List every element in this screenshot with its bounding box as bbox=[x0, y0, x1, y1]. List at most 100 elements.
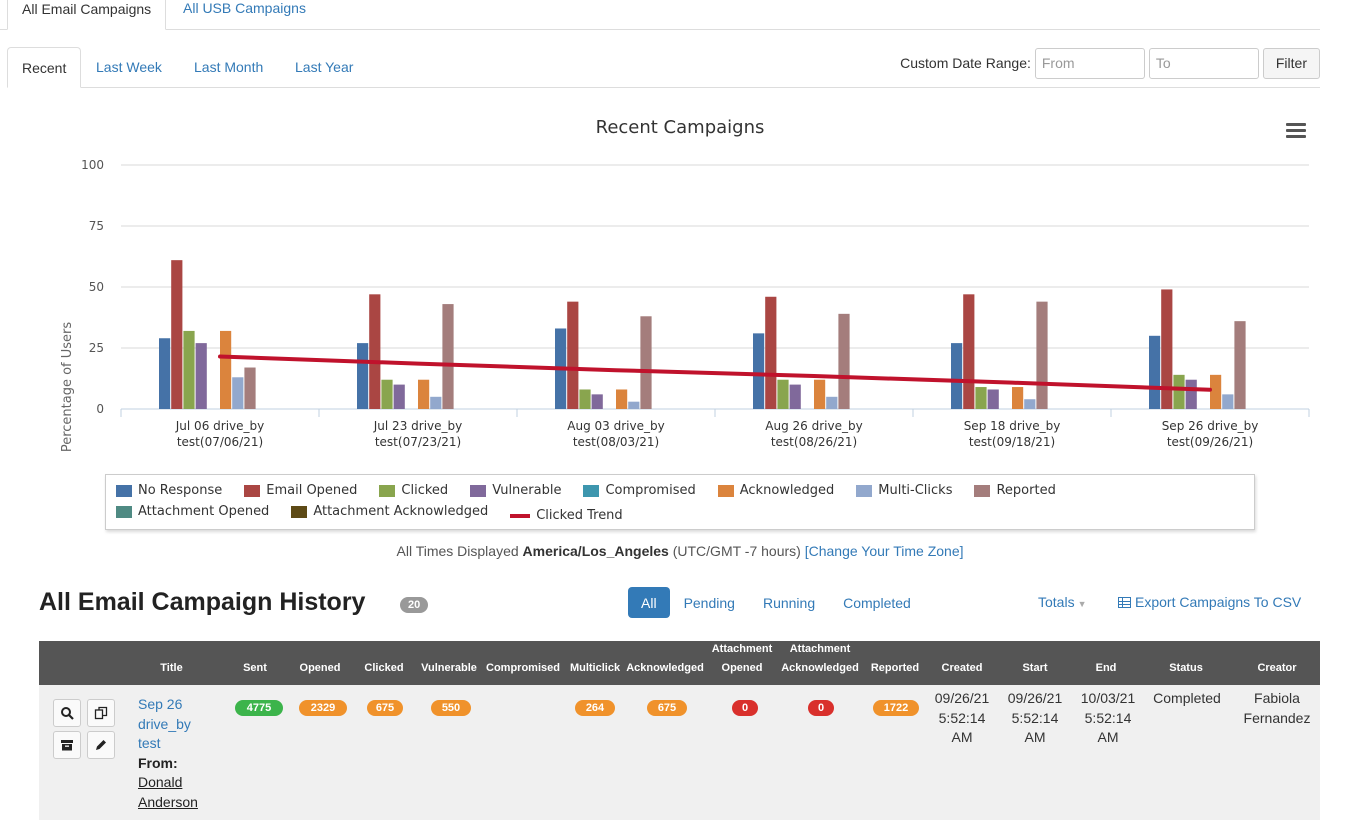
col-reported: Reported bbox=[870, 662, 920, 674]
legend-item[interactable]: Vulnerable bbox=[470, 480, 561, 501]
bar bbox=[357, 343, 369, 409]
col-attachment-ack-line1: Attachment bbox=[789, 643, 851, 655]
legend-label: Clicked bbox=[401, 483, 449, 498]
legend-swatch bbox=[291, 505, 308, 518]
copy-button[interactable] bbox=[87, 699, 115, 727]
legend-item[interactable]: Reported bbox=[974, 480, 1056, 501]
tab-last-year[interactable]: Last Year bbox=[295, 59, 354, 75]
bar bbox=[220, 330, 232, 409]
export-label: Export Campaigns To CSV bbox=[1135, 594, 1302, 610]
acknowledged-badge: 675 bbox=[647, 700, 687, 716]
creator-cell: Fabiola Fernandez bbox=[1237, 689, 1317, 728]
legend-item[interactable]: Acknowledged bbox=[717, 480, 834, 501]
bar bbox=[171, 260, 183, 409]
view-button[interactable] bbox=[53, 699, 81, 727]
sent-badge: 4775 bbox=[235, 700, 283, 716]
legend-item[interactable]: Compromised bbox=[583, 480, 696, 501]
creator-last-name: Fernandez bbox=[1243, 709, 1311, 726]
legend-item[interactable]: Multi-Clicks bbox=[856, 480, 952, 501]
filter-pending-button[interactable]: Pending bbox=[683, 594, 735, 611]
vulnerable-badge: 550 bbox=[431, 700, 471, 716]
legend-label: Attachment Acknowledged bbox=[313, 504, 489, 519]
change-timezone-link[interactable]: [Change Your Time Zone] bbox=[804, 543, 964, 559]
campaign-title-link[interactable]: Sep 26 drive_by test bbox=[138, 695, 218, 754]
archive-icon bbox=[61, 740, 73, 751]
archive-button[interactable] bbox=[53, 731, 81, 759]
reported-badge: 1722 bbox=[873, 700, 919, 716]
legend-label: Reported bbox=[996, 483, 1056, 498]
bar bbox=[393, 384, 405, 409]
filter-completed-button[interactable]: Completed bbox=[843, 594, 911, 611]
col-vulnerable: Vulnerable bbox=[421, 662, 477, 674]
filter-button[interactable]: Filter bbox=[1262, 47, 1320, 79]
table-row: Sep 26 drive_by test From: Donald Anders… bbox=[39, 685, 1320, 820]
date-from-input[interactable] bbox=[1034, 47, 1145, 79]
y-axis-title: Percentage of Users bbox=[60, 322, 75, 453]
col-opened: Opened bbox=[299, 662, 341, 674]
legend-swatch bbox=[856, 484, 873, 497]
start-ampm: AM bbox=[1024, 729, 1046, 745]
recent-campaigns-chart: Recent Campaigns Percentage of Users 0 25… bbox=[0, 100, 1360, 540]
filter-all-button[interactable]: All bbox=[628, 587, 670, 618]
tab-all-usb-campaigns[interactable]: All USB Campaigns bbox=[183, 0, 306, 16]
multiclick-badge: 264 bbox=[575, 700, 615, 716]
legend-swatch bbox=[717, 484, 734, 497]
legend-item[interactable]: Attachment Opened bbox=[116, 501, 269, 522]
tab-last-week[interactable]: Last Week bbox=[96, 59, 162, 75]
legend-item[interactable]: No Response bbox=[116, 480, 222, 501]
tab-last-month[interactable]: Last Month bbox=[194, 59, 264, 75]
start-time: 5:52:14 bbox=[1011, 709, 1059, 726]
created-date: 09/26/21 bbox=[934, 690, 990, 706]
col-start: Start bbox=[1022, 662, 1048, 674]
tab-all-email-campaigns[interactable]: All Email Campaigns bbox=[7, 0, 167, 30]
created-cell: 09/26/21 5:52:14 AM bbox=[932, 689, 992, 748]
sender-name-link[interactable]: Donald Anderson bbox=[138, 773, 218, 812]
legend-swatch bbox=[583, 484, 600, 497]
created-ampm: AM bbox=[951, 729, 973, 745]
bar bbox=[789, 384, 801, 409]
end-time: 5:52:14 bbox=[1084, 709, 1132, 726]
x-tick-label: test(07/23/21) bbox=[375, 435, 461, 449]
bar bbox=[579, 389, 591, 409]
bar bbox=[430, 396, 442, 409]
legend-label: Compromised bbox=[605, 483, 696, 498]
legend-item[interactable]: Attachment Acknowledged bbox=[291, 501, 488, 522]
start-date: 09/26/21 bbox=[1007, 690, 1063, 706]
date-to-input[interactable] bbox=[1148, 47, 1259, 79]
x-tick-label: Jul 23 drive_by bbox=[373, 419, 462, 433]
bar bbox=[753, 333, 765, 409]
legend-swatch bbox=[116, 484, 132, 497]
col-attachment-acknowledged: Attachment Acknowledged bbox=[779, 640, 861, 678]
chart-menu-icon[interactable] bbox=[1286, 123, 1306, 139]
bar bbox=[987, 389, 999, 409]
legend-item[interactable]: Email Opened bbox=[244, 480, 357, 501]
legend-item[interactable]: Clicked Trend bbox=[510, 505, 623, 526]
bar bbox=[591, 394, 603, 409]
export-csv-link[interactable]: Export Campaigns To CSV bbox=[1118, 594, 1301, 610]
x-tick-label: Sep 26 drive_by bbox=[1162, 419, 1259, 433]
timezone-offset: (UTC/GMT -7 hours) bbox=[672, 543, 801, 559]
custom-date-range: Custom Date Range: Filter bbox=[900, 47, 1320, 79]
legend-label: Attachment Opened bbox=[138, 504, 270, 519]
campaign-title-line: test bbox=[138, 735, 161, 751]
campaign-title-line: Sep 26 bbox=[138, 696, 183, 712]
chart-canvas: Recent Campaigns Percentage of Users 0 25… bbox=[60, 117, 1310, 453]
history-title: All Email Campaign History bbox=[39, 588, 366, 616]
bar bbox=[1222, 394, 1234, 409]
y-tick-label: 100 bbox=[81, 158, 104, 172]
bar bbox=[381, 379, 393, 409]
col-end: End bbox=[1095, 662, 1117, 674]
campaign-title-line: drive_by bbox=[138, 715, 191, 732]
tab-recent[interactable]: Recent bbox=[7, 47, 82, 88]
legend-label: Email Opened bbox=[266, 483, 358, 498]
edit-button[interactable] bbox=[87, 731, 115, 759]
col-attachment-ack-line2: Acknowledged bbox=[781, 662, 859, 674]
legend-label: Vulnerable bbox=[492, 483, 562, 498]
bar bbox=[195, 343, 207, 409]
bar bbox=[1012, 387, 1024, 409]
x-tick-label: test(09/18/21) bbox=[969, 435, 1055, 449]
legend-item[interactable]: Clicked bbox=[379, 480, 448, 501]
bar bbox=[1024, 399, 1036, 409]
filter-running-button[interactable]: Running bbox=[762, 594, 816, 611]
totals-dropdown[interactable]: Totals ▼ bbox=[1038, 594, 1087, 610]
